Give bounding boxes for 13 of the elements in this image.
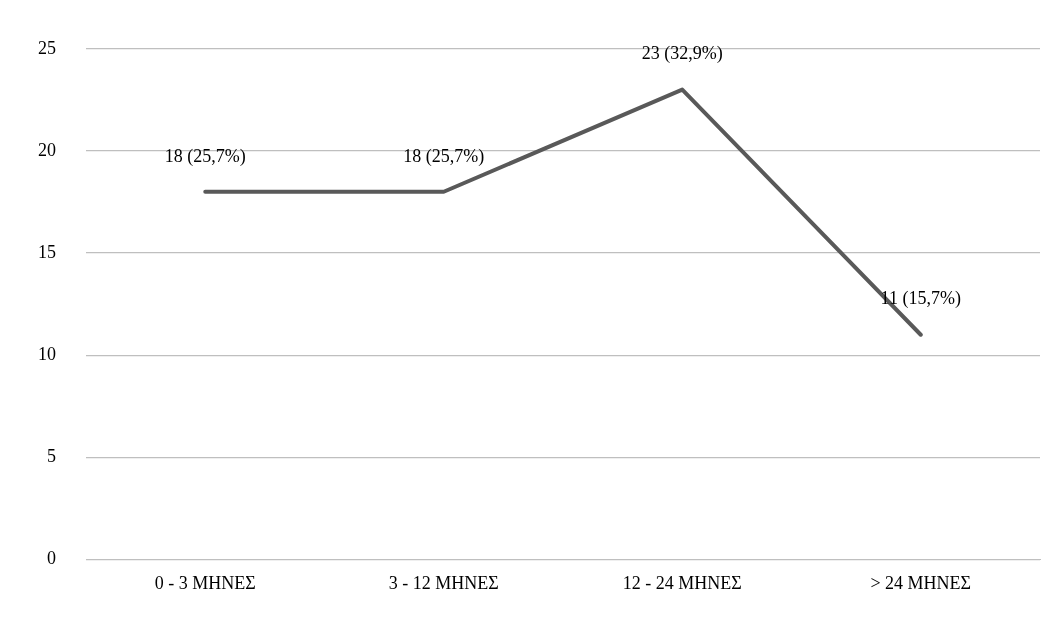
y-tick-label: 5 xyxy=(47,446,56,467)
y-tick-label: 0 xyxy=(47,548,56,569)
data-label: 18 (25,7%) xyxy=(403,145,485,167)
x-tick-label: 3 - 12 ΜΗΝΕΣ xyxy=(388,572,499,593)
data-label: 23 (32,9%) xyxy=(641,43,723,65)
x-tick-label: 12 - 24 ΜΗΝΕΣ xyxy=(622,572,742,593)
y-tick-label: 10 xyxy=(38,343,56,364)
y-tick-label: 20 xyxy=(38,139,56,160)
data-label: 18 (25,7%) xyxy=(164,145,246,167)
x-tick-label: 0 - 3 ΜΗΝΕΣ xyxy=(154,572,256,593)
y-tick-label: 15 xyxy=(38,241,56,262)
x-tick-label: > 24 ΜΗΝΕΣ xyxy=(870,572,972,593)
y-tick-label: 25 xyxy=(38,37,56,58)
